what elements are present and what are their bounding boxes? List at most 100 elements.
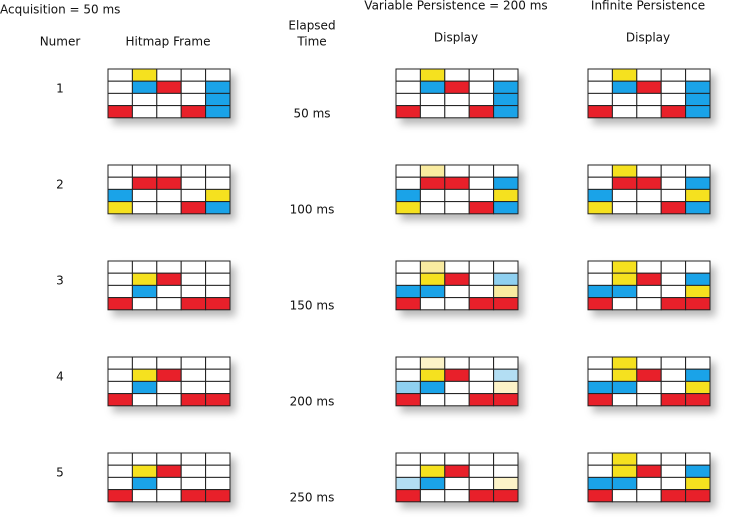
grid-cell (395, 105, 421, 119)
grid-cell (468, 452, 495, 466)
grid-cell (493, 284, 519, 299)
grid-cell (587, 80, 613, 94)
row-number: 2 (56, 178, 64, 192)
grid-cell (156, 464, 182, 478)
grid-cell (205, 272, 231, 286)
grid-cell (636, 368, 662, 382)
grid-cell (636, 284, 662, 299)
grid-cell (660, 188, 687, 203)
grid-cell (107, 489, 133, 503)
grid-cell (205, 489, 231, 503)
grid-cell (587, 176, 613, 190)
grid-cell (636, 68, 662, 82)
grid-cell (205, 356, 231, 370)
grid-cell (419, 464, 446, 478)
grid-cell (156, 368, 182, 382)
grid-cell (180, 260, 207, 274)
grid-cell (131, 260, 158, 274)
frame-grid (107, 356, 231, 407)
grid-cell (611, 297, 638, 311)
frame-grid (395, 68, 519, 119)
grid-cell (107, 356, 133, 370)
grid-cell (660, 368, 687, 382)
grid-cell (636, 452, 662, 466)
grid-cell (419, 68, 446, 82)
grid-cell (156, 452, 182, 466)
grid-cell (468, 68, 495, 82)
grid-cell (444, 464, 470, 478)
grid-cell (587, 380, 613, 395)
grid-cell (131, 489, 158, 503)
grid-cell (444, 260, 470, 274)
grid-cell (468, 464, 495, 478)
grid-cell (107, 452, 133, 466)
grid-cell (419, 452, 446, 466)
grid-cell (156, 380, 182, 395)
grid-cell (395, 201, 421, 215)
grid-cell (444, 272, 470, 286)
grid-cell (685, 188, 711, 203)
grid-cell (660, 393, 687, 407)
row-number: 3 (56, 274, 64, 288)
grid-cell (660, 464, 687, 478)
grid-cell (685, 297, 711, 311)
grid-cell (131, 201, 158, 215)
frame-grid (395, 452, 519, 503)
grid-cell (419, 92, 446, 107)
grid-cell (156, 176, 182, 190)
grid-cell (131, 164, 158, 178)
grid-cell (107, 380, 133, 395)
grid-cell (131, 452, 158, 466)
grid-cell (636, 476, 662, 491)
grid-cell (107, 92, 133, 107)
grid-cell (156, 68, 182, 82)
grid-cell (493, 201, 519, 215)
grid-cell (205, 164, 231, 178)
grid-cell (685, 452, 711, 466)
grid-cell (205, 176, 231, 190)
grid-cell (587, 489, 613, 503)
grid-cell (587, 164, 613, 178)
grid-cell (395, 92, 421, 107)
elapsed-time: 250 ms (290, 491, 335, 505)
grid-cell (419, 80, 446, 94)
grid-cell (493, 464, 519, 478)
grid-cell (611, 272, 638, 286)
elapsed-time: 100 ms (290, 203, 335, 217)
grid-cell (685, 201, 711, 215)
elapsed-header: Elapsed (288, 19, 335, 33)
grid-cell (444, 452, 470, 466)
grid-cell (419, 272, 446, 286)
grid-cell (493, 164, 519, 178)
grid-cell (131, 188, 158, 203)
grid-cell (611, 452, 638, 466)
grid-cell (395, 80, 421, 94)
grid-cell (611, 393, 638, 407)
grid-cell (131, 393, 158, 407)
grid-cell (180, 380, 207, 395)
grid-cell (468, 260, 495, 274)
grid-cell (107, 260, 133, 274)
grid-cell (636, 464, 662, 478)
grid-cell (611, 284, 638, 299)
grid-cell (468, 201, 495, 215)
grid-cell (419, 188, 446, 203)
frame-grid (107, 68, 231, 119)
grid-cell (180, 452, 207, 466)
grid-cell (468, 272, 495, 286)
grid-cell (468, 393, 495, 407)
grid-cell (493, 92, 519, 107)
grid-cell (395, 476, 421, 491)
grid-cell (180, 188, 207, 203)
grid-cell (660, 201, 687, 215)
grid-cell (395, 452, 421, 466)
grid-cell (660, 452, 687, 466)
grid-cell (419, 201, 446, 215)
grid-cell (611, 368, 638, 382)
grid-cell (156, 188, 182, 203)
grid-cell (685, 284, 711, 299)
grid-cell (419, 476, 446, 491)
grid-cell (468, 368, 495, 382)
grid-cell (205, 105, 231, 119)
grid-cell (395, 393, 421, 407)
